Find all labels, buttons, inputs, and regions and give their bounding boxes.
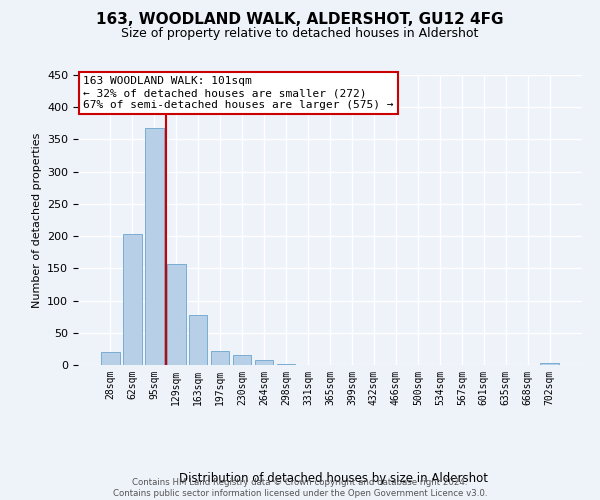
Text: 163, WOODLAND WALK, ALDERSHOT, GU12 4FG: 163, WOODLAND WALK, ALDERSHOT, GU12 4FG — [96, 12, 504, 28]
Bar — [541, 363, 559, 365]
Text: 163 WOODLAND WALK: 101sqm
← 32% of detached houses are smaller (272)
67% of semi: 163 WOODLAND WALK: 101sqm ← 32% of detac… — [83, 76, 394, 110]
Bar — [233, 356, 251, 365]
Bar — [145, 128, 164, 365]
Y-axis label: Number of detached properties: Number of detached properties — [32, 132, 41, 308]
Bar — [255, 360, 274, 365]
Text: Size of property relative to detached houses in Aldershot: Size of property relative to detached ho… — [121, 28, 479, 40]
Bar — [189, 314, 208, 365]
Bar — [167, 264, 185, 365]
Bar — [277, 364, 295, 365]
Bar — [123, 234, 142, 365]
Bar — [211, 351, 229, 365]
Text: Distribution of detached houses by size in Aldershot: Distribution of detached houses by size … — [179, 472, 488, 485]
Bar — [101, 352, 119, 365]
Text: Contains HM Land Registry data © Crown copyright and database right 2024.
Contai: Contains HM Land Registry data © Crown c… — [113, 478, 487, 498]
